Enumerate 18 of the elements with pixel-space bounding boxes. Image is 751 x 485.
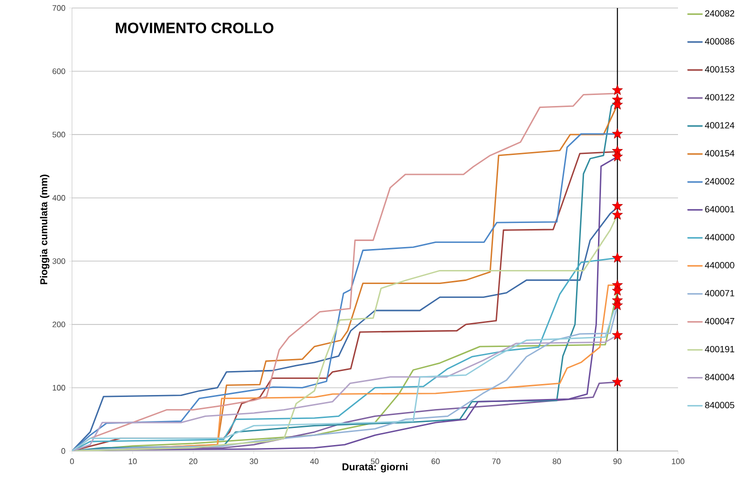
legend-label: 840005	[705, 402, 734, 408]
legend-label: 400124	[704, 122, 734, 128]
y-axis-title: Pioggia cumulata (mm)	[40, 174, 50, 284]
legend-label: 400122	[704, 94, 734, 100]
legend-label: 440000	[704, 262, 734, 268]
legend-label: 400086	[704, 38, 734, 45]
legend-label: 400047	[704, 318, 734, 324]
legend-label: 400153	[704, 66, 734, 73]
legend-label: 240002	[705, 178, 734, 184]
legend-label: 440000	[704, 234, 734, 240]
legend-label: 400191	[704, 346, 734, 352]
legend-label: 640001	[705, 206, 734, 212]
legend-label: 400154	[704, 150, 734, 156]
legend-label: 240082	[705, 10, 734, 17]
text: MOVIMENTO CROLLO	[116, 22, 274, 34]
legend-label: 840004	[705, 374, 734, 380]
legend-label: 400071	[704, 290, 734, 296]
x-axis-title: Durata: giorni	[342, 463, 408, 472]
